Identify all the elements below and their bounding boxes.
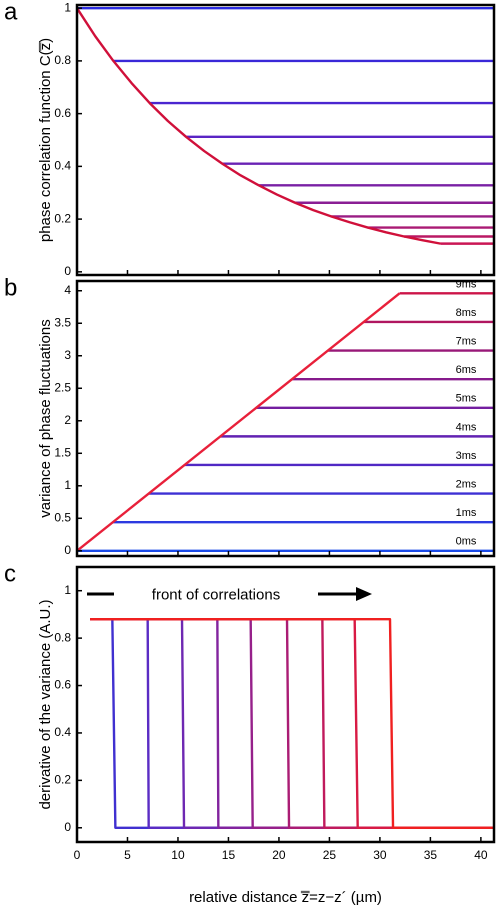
y-axis-label: derivative of the variance (A.U.) <box>37 599 54 809</box>
line-label: 4ms <box>456 421 477 433</box>
x-tick-label: 35 <box>424 848 438 862</box>
y-tick-label: 3.5 <box>54 315 71 329</box>
y-tick-label: 0.2 <box>54 211 71 225</box>
y-tick-label: 1.5 <box>54 445 71 459</box>
line-label: 5ms <box>456 393 477 405</box>
annotation-arrows <box>87 587 372 601</box>
x-tick-label: 25 <box>323 848 337 862</box>
x-tick-label: 15 <box>222 848 236 862</box>
series-line <box>90 617 494 829</box>
x-tick-label: 5 <box>124 848 131 862</box>
y-tick-label: 0.2 <box>54 773 71 787</box>
y-tick-label: 1 <box>64 0 71 14</box>
line-label: 1ms <box>456 507 477 519</box>
series-line <box>90 617 494 829</box>
x-tick-label: 40 <box>474 848 488 862</box>
y-tick-label: 0 <box>64 543 71 557</box>
line-label: 2ms <box>456 478 477 490</box>
y-tick-label: 3 <box>64 348 71 362</box>
y-tick-label: 2 <box>64 413 71 427</box>
y-tick-label: 1 <box>64 583 71 597</box>
series-line <box>90 617 494 829</box>
line-label: 6ms <box>456 364 477 376</box>
line-label: 0ms <box>456 536 477 548</box>
y-tick-label: 0.8 <box>54 630 71 644</box>
series-line <box>90 617 494 829</box>
y-axis-label: phase correlation function C(z̿) <box>37 38 54 242</box>
x-axis-label: relative distance z̿=z−z´ (µm) <box>189 889 382 906</box>
plot-frame <box>75 279 496 558</box>
y-tick-label: 4 <box>64 283 71 297</box>
series-line <box>90 617 494 829</box>
series-line <box>76 292 401 552</box>
series-line <box>90 617 494 829</box>
arrow-head <box>356 587 372 601</box>
y-tick-label: 1 <box>64 478 71 492</box>
x-tick-label: 20 <box>272 848 286 862</box>
plot-frame <box>75 565 496 844</box>
annotation: front of correlations <box>152 586 280 603</box>
y-tick-label: 2.5 <box>54 380 71 394</box>
panel-label: c <box>4 560 16 587</box>
y-tick-label: 0.5 <box>54 510 71 524</box>
line-label: 7ms <box>456 335 477 347</box>
series-line <box>90 617 494 829</box>
series-line <box>75 7 441 245</box>
x-tick-label: 30 <box>373 848 387 862</box>
series-line <box>90 617 494 829</box>
y-tick-label: 0 <box>64 820 71 834</box>
y-axis-label: variance of phase fluctuations <box>37 319 54 517</box>
series-line <box>90 617 494 829</box>
plot-frame <box>75 3 496 277</box>
panel-label: a <box>4 0 18 25</box>
y-tick-label: 0 <box>64 264 71 278</box>
panel-label: b <box>4 274 17 301</box>
y-tick-label: 0.6 <box>54 678 71 692</box>
y-tick-label: 0.4 <box>54 159 71 173</box>
y-tick-label: 0.6 <box>54 106 71 120</box>
line-label: 8ms <box>456 307 477 319</box>
line-label: 3ms <box>456 450 477 462</box>
x-tick-label: 10 <box>171 848 185 862</box>
x-tick-label: 0 <box>74 848 81 862</box>
y-tick-label: 0.4 <box>54 725 71 739</box>
y-tick-label: 0.8 <box>54 53 71 67</box>
